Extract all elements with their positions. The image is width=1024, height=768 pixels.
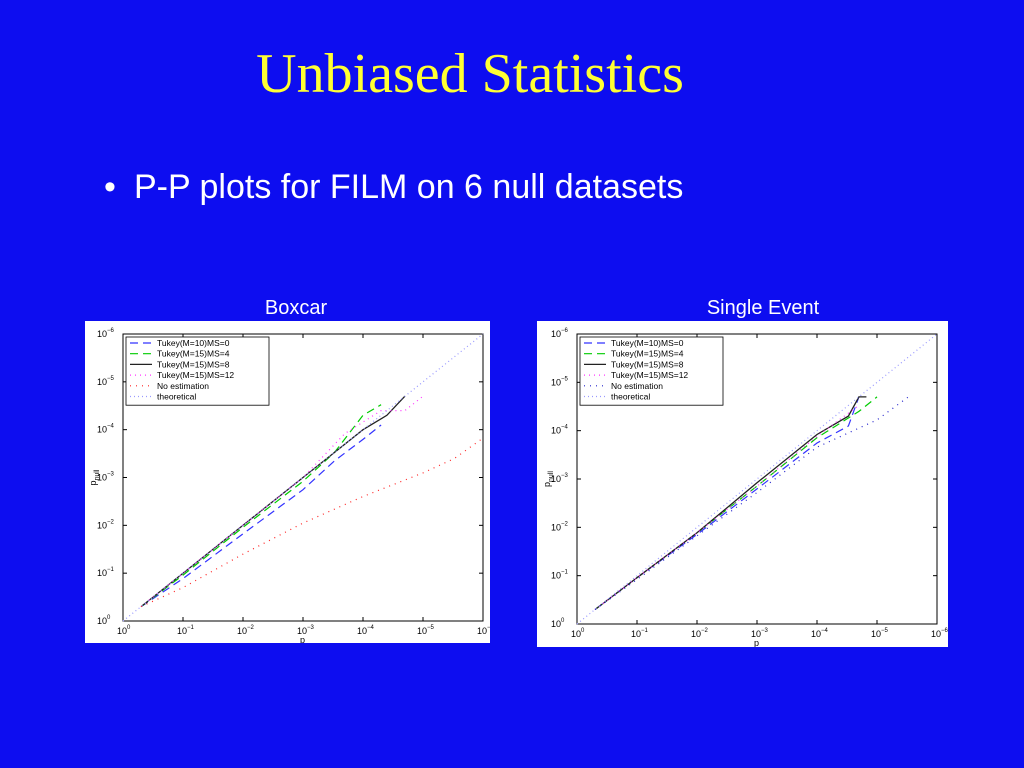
x-tick-exponent: −6 (941, 628, 948, 634)
y-tick-exponent: −6 (107, 328, 115, 334)
y-tick-label: 10−6 (551, 328, 569, 339)
x-tick-label: 10−5 (417, 625, 435, 636)
x-tick-label: 100 (571, 628, 585, 639)
legend-label: Tukey(M=15)MS=4 (157, 349, 230, 359)
y-tick-exponent: −1 (561, 570, 569, 576)
x-tick-label: 10−2 (237, 625, 255, 636)
x-tick-exponent: −3 (307, 625, 315, 631)
y-tick-label: 10−3 (551, 473, 569, 484)
series-line-1 (140, 424, 382, 608)
x-tick-label: 10−1 (631, 628, 649, 639)
y-tick-label: 10−1 (551, 570, 569, 581)
y-tick-exponent: −3 (561, 473, 569, 479)
legend-label: theoretical (157, 392, 196, 402)
x-tick-label: 10−6 (931, 628, 948, 639)
x-tick-label: 10−5 (871, 628, 889, 639)
legend-label: Tukey(M=15)MS=4 (611, 349, 684, 359)
y-axis-label-subscript: null (548, 471, 555, 482)
series-line-5 (594, 396, 909, 610)
chart-title-boxcar: Boxcar (264, 297, 328, 319)
bullet-dot: • (104, 168, 116, 206)
x-axis-label: p (300, 635, 305, 643)
legend-label: Tukey(M=10)MS=0 (611, 338, 684, 348)
y-tick-label: 100 (551, 618, 565, 629)
pp-plot-single-event: 100 10−1 10−2 10−3 10−4 10−5 10−6 100 10−1 10−2 10… (542, 328, 948, 647)
x-tick-label: 10−6 (477, 625, 490, 636)
series-line-5 (140, 437, 484, 608)
y-tick-label: 10−2 (97, 519, 115, 530)
x-tick-exponent: −4 (821, 628, 829, 634)
y-tick-exponent: −3 (107, 472, 115, 478)
y-tick-exponent: 0 (107, 615, 111, 621)
legend-label: Tukey(M=15)MS=8 (157, 359, 230, 369)
series-line-2 (140, 404, 382, 608)
legend-label: Tukey(M=10)MS=0 (157, 338, 230, 348)
legend-label: No estimation (611, 381, 663, 391)
x-tick-exponent: −2 (247, 625, 255, 631)
series-line-3 (594, 396, 867, 611)
y-tick-label: 100 (97, 615, 111, 626)
plot-frame-boxcar: 100 10−1 10−2 10−3 10−4 10−5 10−6 100 10−1 10−2 10… (85, 321, 490, 643)
x-tick-label: 10−3 (751, 628, 769, 639)
legend-label: Tukey(M=15)MS=12 (611, 370, 688, 380)
y-tick-exponent: −2 (107, 519, 115, 525)
legend-label: No estimation (157, 381, 209, 391)
bullet-text: P-P plots for FILM on 6 null datasets (134, 168, 684, 206)
x-tick-label: 10−1 (177, 625, 195, 636)
x-tick-exponent: −1 (187, 625, 195, 631)
pp-plot-boxcar: 100 10−1 10−2 10−3 10−4 10−5 10−6 100 10−1 10−2 10… (88, 328, 490, 643)
y-axis-label-subscript: null (94, 469, 101, 480)
x-tick-label: 10−3 (297, 625, 315, 636)
series-line-3 (140, 395, 406, 608)
y-tick-exponent: −4 (107, 424, 115, 430)
bullet-item: • P-P plots for FILM on 6 null datasets (104, 168, 683, 207)
legend-box (125, 336, 270, 406)
y-tick-exponent: −6 (561, 328, 569, 334)
legend-box (579, 336, 724, 406)
series-line-6 (122, 333, 484, 622)
series-line-4 (140, 395, 424, 608)
legend-label: Tukey(M=15)MS=12 (157, 370, 234, 380)
y-tick-exponent: −5 (561, 376, 569, 382)
plot-frame-single-event: 100 10−1 10−2 10−3 10−4 10−5 10−6 100 10−1 10−2 10… (537, 321, 948, 647)
x-tick-exponent: −6 (487, 625, 490, 631)
y-tick-exponent: −5 (107, 376, 115, 382)
x-tick-exponent: 0 (127, 625, 131, 631)
y-tick-exponent: 0 (561, 618, 565, 624)
x-tick-label: 10−4 (811, 628, 829, 639)
y-tick-exponent: −1 (107, 567, 115, 573)
x-tick-exponent: −5 (427, 625, 435, 631)
chart-title-single-event: Single Event (706, 297, 820, 319)
x-tick-exponent: −2 (701, 628, 709, 634)
y-tick-label: 10−2 (551, 521, 569, 532)
y-axis-label: pnull (88, 469, 101, 485)
y-tick-label: 10−3 (97, 472, 115, 483)
x-tick-exponent: −3 (761, 628, 769, 634)
x-axis-label: p (754, 638, 759, 647)
y-tick-label: 10−1 (97, 567, 115, 578)
y-tick-exponent: −4 (561, 425, 569, 431)
y-axis-label: pnull (542, 471, 555, 487)
x-tick-exponent: −4 (367, 625, 375, 631)
x-tick-label: 100 (117, 625, 131, 636)
slide-title: Unbiased Statistics (256, 43, 684, 105)
legend-label: Tukey(M=15)MS=8 (611, 359, 684, 369)
y-tick-label: 10−6 (97, 328, 115, 339)
y-tick-label: 10−5 (551, 376, 569, 387)
y-tick-label: 10−4 (551, 425, 569, 436)
x-tick-label: 10−4 (357, 625, 375, 636)
x-tick-exponent: −5 (881, 628, 889, 634)
x-tick-exponent: 0 (581, 628, 585, 634)
y-tick-label: 10−4 (97, 424, 115, 435)
y-tick-exponent: −2 (561, 521, 569, 527)
x-tick-exponent: −1 (641, 628, 649, 634)
series-line-4 (594, 404, 860, 610)
y-tick-label: 10−5 (97, 376, 115, 387)
x-tick-label: 10−2 (691, 628, 709, 639)
legend-label: theoretical (611, 392, 650, 402)
